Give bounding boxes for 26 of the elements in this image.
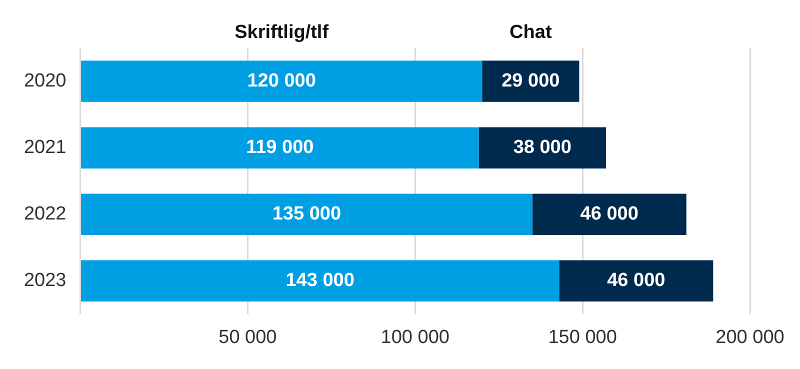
x-tick-label: 100 000 (380, 326, 450, 348)
data-label: 46 000 (607, 270, 666, 292)
bar (532, 194, 686, 236)
y-tick-label: 2022 (24, 204, 66, 225)
data-label: 29 000 (502, 70, 560, 92)
bar (478, 127, 606, 168)
y-tick-label: 2023 (24, 270, 66, 292)
series-label: Chat (510, 22, 552, 43)
data-label: 38 000 (513, 137, 572, 158)
x-tick-label: 200 000 (716, 326, 784, 348)
bar (81, 127, 479, 168)
data-label: 46 000 (580, 204, 638, 225)
bar (482, 60, 580, 102)
series-label: Skriftlig/tlf (234, 22, 330, 43)
bar (559, 260, 714, 302)
y-tick-label: 2020 (24, 70, 66, 92)
data-label: 119 000 (246, 137, 314, 158)
y-tick-label: 2021 (24, 137, 66, 158)
bar (81, 194, 532, 236)
data-label: 135 000 (272, 204, 342, 225)
data-label: 120 000 (247, 70, 316, 92)
data-label: 143 000 (286, 270, 354, 292)
x-tick-label: 50 000 (218, 326, 277, 348)
bar (81, 60, 482, 102)
x-tick-label: 150 000 (548, 326, 617, 348)
bar (81, 260, 560, 302)
